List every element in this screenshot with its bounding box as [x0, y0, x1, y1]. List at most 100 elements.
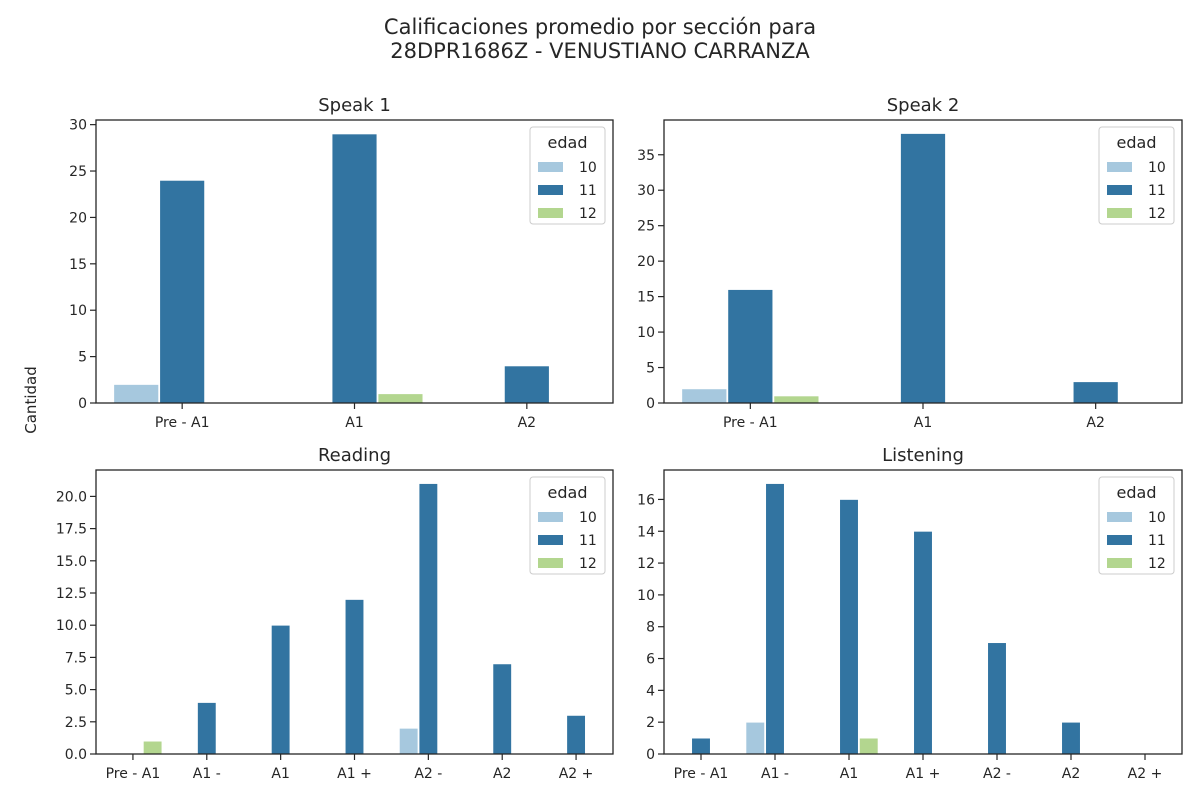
y-tick-label: 10	[637, 325, 655, 341]
x-tick-label: A1	[840, 766, 858, 782]
bar	[344, 599, 365, 755]
chart-title: Reading	[318, 445, 391, 466]
y-tick-label: 16	[637, 492, 655, 508]
figure-title-line-1: Calificaciones promedio por sección para	[383, 15, 817, 39]
bar	[197, 702, 217, 755]
chart-panel: Reading 0.0 2.5 5.0 7.5 10.0 12.5 15.0 17.5 20.0 P…	[56, 445, 614, 782]
y-tick-label: 10	[637, 588, 655, 604]
y-tick-label: 0.0	[65, 747, 87, 763]
legend-entry: 10	[1148, 160, 1166, 176]
chart-panel: Speak 2 0 5 10 15 20 25 30 35 Pre - A1 A1 A2 edad 10 1…	[637, 95, 1183, 431]
x-tick-label: A2	[493, 766, 511, 782]
legend-swatch	[1107, 185, 1132, 195]
legend-frame	[529, 126, 606, 225]
bar	[418, 483, 439, 755]
legend-entry: 12	[1148, 206, 1166, 222]
x-tick-label: A2 -	[983, 766, 1011, 782]
y-tick-label: 7.5	[65, 650, 87, 666]
legend-entry: 11	[579, 533, 597, 549]
bar	[331, 133, 378, 404]
y-tick-label: 30	[69, 118, 87, 134]
legend-entry: 10	[1148, 510, 1166, 526]
bar	[270, 624, 291, 755]
legend-swatch	[538, 162, 563, 172]
x-tick-label: A1 +	[906, 766, 941, 782]
legend-title: edad	[548, 483, 588, 502]
y-tick-label: 12.5	[56, 586, 87, 602]
legend-entry: 12	[579, 556, 597, 572]
legend: edad 10 11 12	[1098, 476, 1175, 575]
legend-entry: 11	[1148, 183, 1166, 199]
y-tick-label: 8	[646, 620, 655, 636]
x-tick-label: A2	[518, 415, 536, 431]
bar	[773, 395, 820, 404]
bar	[398, 727, 419, 755]
y-tick-label: 0	[646, 747, 655, 763]
y-tick-label: 25	[637, 219, 655, 235]
y-tick-label: 35	[637, 148, 655, 164]
y-tick-label: 2.5	[65, 715, 87, 731]
legend-entry: 12	[579, 206, 597, 222]
x-tick-label: Pre - A1	[674, 766, 729, 782]
x-tick-label: A2 +	[1128, 766, 1163, 782]
x-tick-label: A1 -	[761, 766, 789, 782]
axes-frame	[95, 119, 614, 404]
bar	[503, 365, 550, 404]
y-tick-label: 10.0	[56, 618, 87, 634]
bar	[1061, 721, 1081, 755]
y-tick-label: 14	[637, 524, 655, 540]
legend-entry: 11	[579, 183, 597, 199]
y-tick-label: 6	[646, 652, 655, 668]
bar	[681, 388, 728, 404]
legend-frame	[529, 476, 606, 575]
bar	[727, 289, 774, 404]
chart-panel: Speak 1 0 5 10 15 20 25 30 Pre - A1 A1 A2 edad 10 11 1…	[69, 95, 614, 431]
legend-swatch	[1107, 535, 1132, 545]
y-tick-label: 20	[637, 254, 655, 270]
y-tick-label: 30	[637, 183, 655, 199]
y-tick-label: 17.5	[56, 522, 87, 538]
legend-frame	[1098, 126, 1175, 225]
bar	[913, 530, 933, 755]
bar	[1072, 381, 1119, 404]
x-tick-label: A1	[271, 766, 289, 782]
x-tick-label: A2	[1062, 766, 1080, 782]
chart-title: Speak 1	[318, 95, 391, 116]
bar	[765, 483, 785, 755]
bar	[113, 384, 160, 404]
x-tick-label: Pre - A1	[723, 415, 778, 431]
legend-swatch	[538, 208, 563, 218]
y-tick-label: 12	[637, 556, 655, 572]
y-tick-label: 5	[646, 361, 655, 377]
bar	[566, 714, 586, 755]
chart-title: Listening	[882, 445, 964, 466]
y-tick-label: 2	[646, 715, 655, 731]
axes-frame	[663, 469, 1183, 755]
legend-swatch	[1107, 208, 1132, 218]
y-tick-label: 5	[78, 350, 87, 366]
y-tick-label: 15.0	[56, 554, 87, 570]
y-tick-label: 5.0	[65, 683, 87, 699]
legend-title: edad	[1117, 133, 1157, 152]
legend-title: edad	[1117, 483, 1157, 502]
y-tick-label: 15	[69, 257, 87, 273]
x-tick-label: A1 -	[193, 766, 221, 782]
x-tick-label: A1	[914, 415, 932, 431]
x-tick-label: A2 +	[559, 766, 594, 782]
chart-title: Speak 2	[887, 95, 960, 116]
shared-y-axis-label: Cantidad	[22, 366, 40, 433]
bar	[987, 642, 1007, 755]
bar	[839, 499, 859, 755]
legend: edad 10 11 12	[529, 126, 606, 225]
legend-swatch	[538, 512, 563, 522]
x-tick-label: Pre - A1	[155, 415, 210, 431]
bar	[745, 721, 766, 755]
y-tick-label: 25	[69, 164, 87, 180]
y-tick-label: 15	[637, 290, 655, 306]
figure-title-line-2: 28DPR1686Z - VENUSTIANO CARRANZA	[390, 39, 810, 63]
legend-frame	[1098, 476, 1175, 575]
y-tick-label: 20.0	[56, 489, 87, 505]
legend-entry: 10	[579, 510, 597, 526]
